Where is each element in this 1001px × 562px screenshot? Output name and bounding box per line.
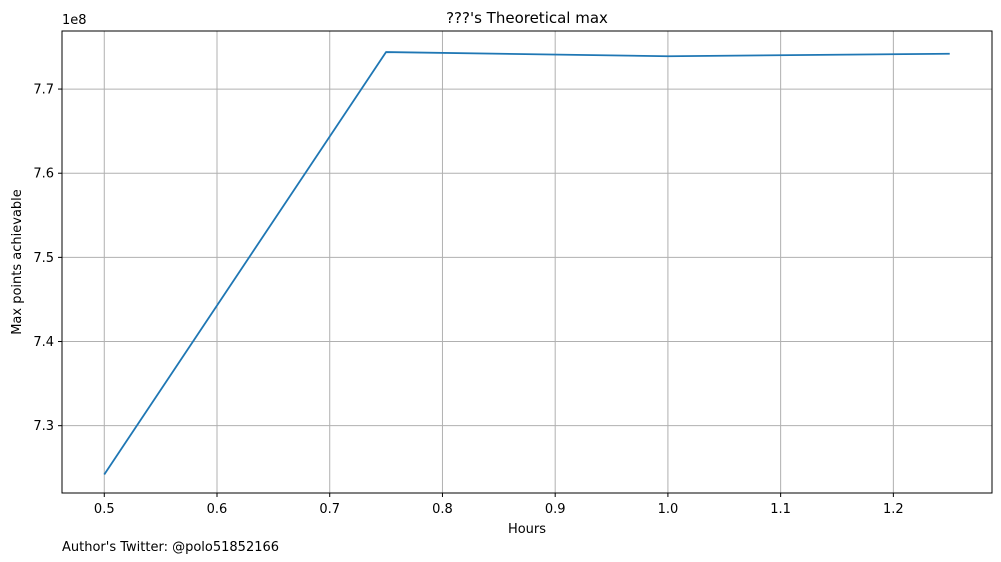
x-tick-label: 0.5 [94, 502, 115, 517]
y-tick-label: 7.5 [33, 251, 54, 266]
y-axis-label: Max points achievable [10, 189, 25, 335]
grid-lines [62, 31, 992, 493]
y-tick-label: 7.4 [33, 335, 54, 350]
x-tick-label: 0.7 [319, 502, 340, 517]
series-line [103, 51, 950, 475]
y-tick-label: 7.3 [33, 419, 54, 434]
x-tick-label: 0.8 [432, 502, 453, 517]
x-axis-label: Hours [508, 522, 546, 537]
x-axis-ticks: 0.5 0.6 0.7 0.8 0.9 1.0 1.1 1.2 [94, 493, 904, 517]
y-axis-offset-label: 1e8 [62, 13, 87, 28]
y-tick-label: 7.7 [33, 83, 54, 98]
y-axis-ticks: 7.3 7.4 7.5 7.6 7.7 [33, 83, 62, 434]
x-tick-label: 1.0 [658, 502, 679, 517]
x-tick-label: 1.2 [883, 502, 904, 517]
series-group [103, 51, 950, 475]
plot-frame [61, 30, 993, 494]
x-tick-label: 0.9 [545, 502, 566, 517]
y-tick-label: 7.6 [33, 167, 54, 182]
author-twitter-note: Author's Twitter: @polo51852166 [62, 540, 279, 555]
x-tick-label: 0.6 [207, 502, 228, 517]
chart-title: ???'s Theoretical max [446, 9, 608, 27]
x-tick-label: 1.1 [770, 502, 791, 517]
